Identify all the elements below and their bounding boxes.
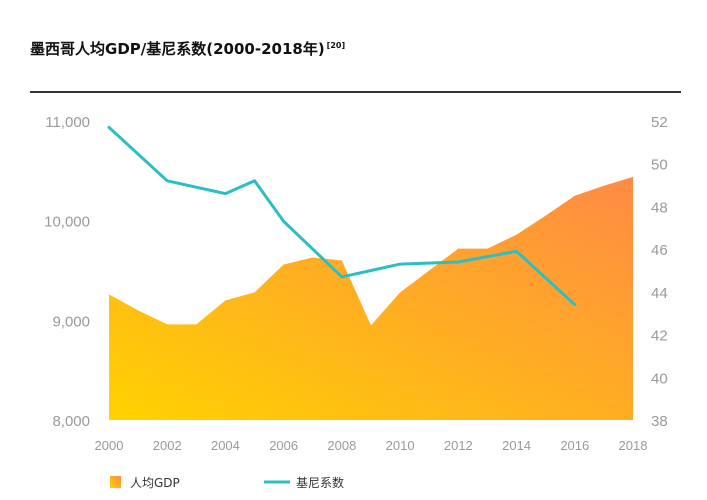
title-rule <box>30 91 681 93</box>
y-left-tick-label: 9,000 <box>52 313 90 330</box>
x-tick-label: 2006 <box>269 438 298 453</box>
gdp-area <box>109 176 633 420</box>
legend-gdp-label: 人均GDP <box>130 476 180 490</box>
y-right-tick-label: 38 <box>651 413 668 430</box>
legend-gini-label: 基尼系数 <box>296 475 344 490</box>
x-tick-label: 2014 <box>502 438 531 453</box>
x-tick-label: 2002 <box>153 438 182 453</box>
y-right-tick-label: 42 <box>651 328 668 345</box>
title-reference: [20] <box>326 41 346 50</box>
y-right-tick-label: 48 <box>651 199 668 216</box>
y-right-tick-label: 52 <box>651 114 668 131</box>
y-right-tick-label: 44 <box>651 285 668 302</box>
x-tick-label: 2018 <box>619 438 648 453</box>
y-right-tick-label: 46 <box>651 242 668 259</box>
y-right-tick-label: 50 <box>651 157 668 174</box>
chart-title-text: 墨西哥人均GDP/基尼系数(2000-2018年) <box>30 40 325 58</box>
x-tick-label: 2008 <box>327 438 356 453</box>
x-tick-label: 2004 <box>211 438 240 453</box>
x-tick-label: 2016 <box>560 438 589 453</box>
y-left-tick-label: 8,000 <box>52 413 90 430</box>
x-tick-label: 2000 <box>95 438 124 453</box>
y-right-tick-label: 40 <box>651 370 668 387</box>
y-left-tick-label: 10,000 <box>44 214 90 231</box>
y-left-tick-label: 11,000 <box>45 114 90 131</box>
chart-title: 墨西哥人均GDP/基尼系数(2000-2018年) [20] <box>30 38 345 59</box>
x-tick-label: 2010 <box>386 438 415 453</box>
gini-line <box>107 125 577 307</box>
x-tick-label: 2012 <box>444 438 473 453</box>
legend-gdp-swatch <box>110 476 121 488</box>
